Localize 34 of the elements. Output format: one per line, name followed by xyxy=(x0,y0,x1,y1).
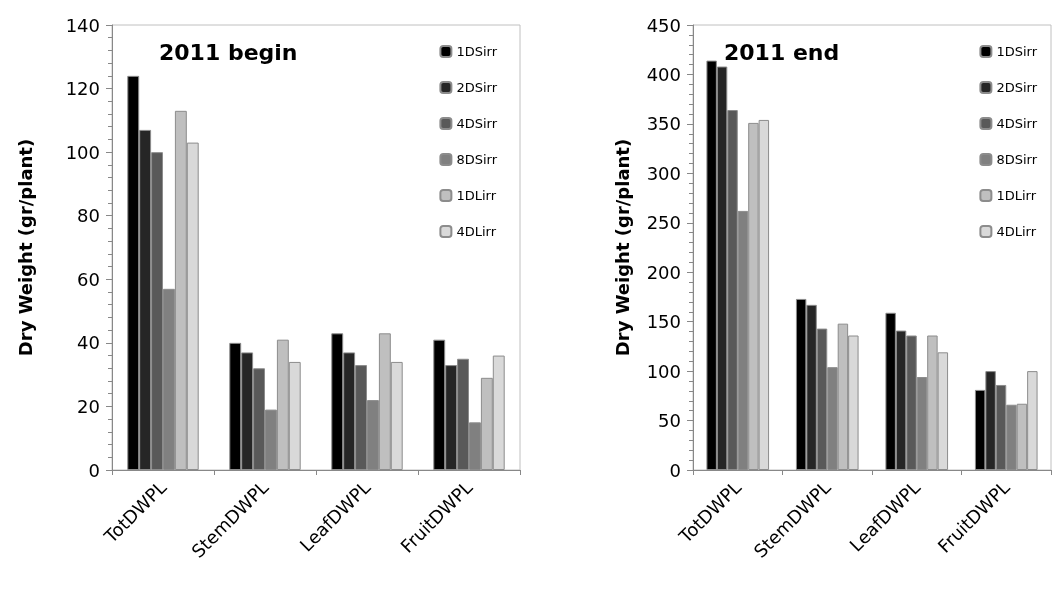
y-tick-label: 140 xyxy=(65,14,100,36)
text: 2011 begin xyxy=(159,39,298,65)
y-axis-title: Dry Weight (gr/plant) xyxy=(14,138,36,357)
legend-label: 4DSirr xyxy=(996,116,1038,131)
legend-label: 1DSirr xyxy=(456,44,498,59)
y-tick-label: 350 xyxy=(646,113,681,135)
legend-label: 2DSirr xyxy=(456,80,498,95)
y-tick-label: 450 xyxy=(646,14,681,36)
legend-label: 8DSirr xyxy=(456,152,498,167)
y-tick-label: 100 xyxy=(65,141,100,163)
y-tick-label: 400 xyxy=(646,63,681,85)
y-tick-label: 80 xyxy=(77,205,100,227)
y-axis-title: Dry Weight (gr/plant) xyxy=(611,138,633,357)
y-tick-label: 50 xyxy=(658,410,681,432)
y-tick-label: 0 xyxy=(88,459,100,481)
legend-label: 4DLirr xyxy=(996,224,1037,239)
y-tick-label: 300 xyxy=(646,162,681,184)
y-tick-label: 20 xyxy=(77,395,100,417)
legend-label: 1DSirr xyxy=(996,44,1038,59)
legend-label: 8DSirr xyxy=(996,152,1038,167)
legend-label: 4DSirr xyxy=(456,116,498,131)
text: 2011 end xyxy=(724,39,840,65)
y-tick-label: 150 xyxy=(646,311,681,333)
y-tick-label: 60 xyxy=(77,268,100,290)
y-tick-label: 0 xyxy=(669,459,681,481)
y-tick-label: 200 xyxy=(646,261,681,283)
legend-label: 4DLirr xyxy=(456,224,497,239)
y-tick-label: 100 xyxy=(646,360,681,382)
legend-label: 1DLirr xyxy=(456,188,497,203)
legend-label: 1DLirr xyxy=(996,188,1037,203)
y-tick-label: 120 xyxy=(65,78,100,100)
legend-label: 2DSirr xyxy=(996,80,1038,95)
y-tick-label: 40 xyxy=(77,332,100,354)
y-tick-label: 250 xyxy=(646,212,681,234)
